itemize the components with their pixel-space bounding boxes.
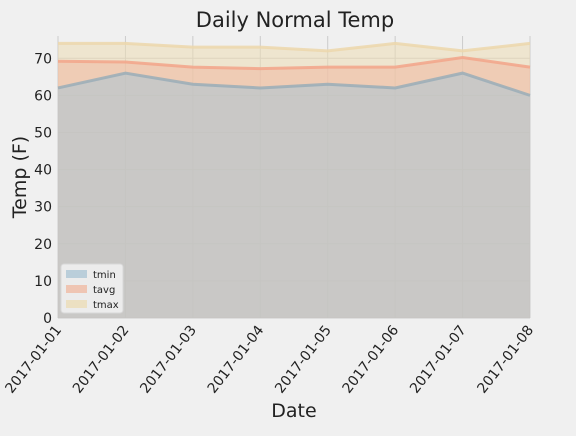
area-fills (58, 43, 530, 319)
line-tavg (57, 56, 531, 71)
y-tick-label: 10 (34, 274, 52, 290)
legend-label-tmin: tmin (93, 270, 116, 281)
area-tmin (58, 73, 530, 319)
legend-swatch-tavg (66, 285, 87, 293)
line-tmin (57, 71, 531, 97)
legend-label-tmax: tmax (93, 300, 119, 311)
y-tick-label: 40 (34, 163, 52, 179)
y-tick-labels: 0 10 20 30 40 50 60 70 (34, 51, 52, 327)
legend: tmin tavg tmax (60, 263, 124, 314)
legend-swatch-tmax (66, 300, 87, 308)
line-tmax (58, 41, 531, 53)
y-tick-label: 50 (34, 125, 52, 141)
y-tick-label: 30 (34, 200, 52, 216)
x-axis-label: Date (271, 400, 316, 422)
legend-label-tavg: tavg (93, 285, 115, 296)
y-axis-label: Temp (F) (9, 136, 31, 219)
chart-title: Daily Normal Temp (196, 8, 394, 32)
y-tick-label: 60 (34, 88, 52, 104)
y-tick-label: 70 (34, 51, 52, 67)
legend-swatch-tmin (66, 270, 87, 278)
y-tick-label: 20 (34, 237, 52, 253)
y-tick-label: 0 (43, 311, 52, 327)
series-lines (57, 41, 531, 97)
